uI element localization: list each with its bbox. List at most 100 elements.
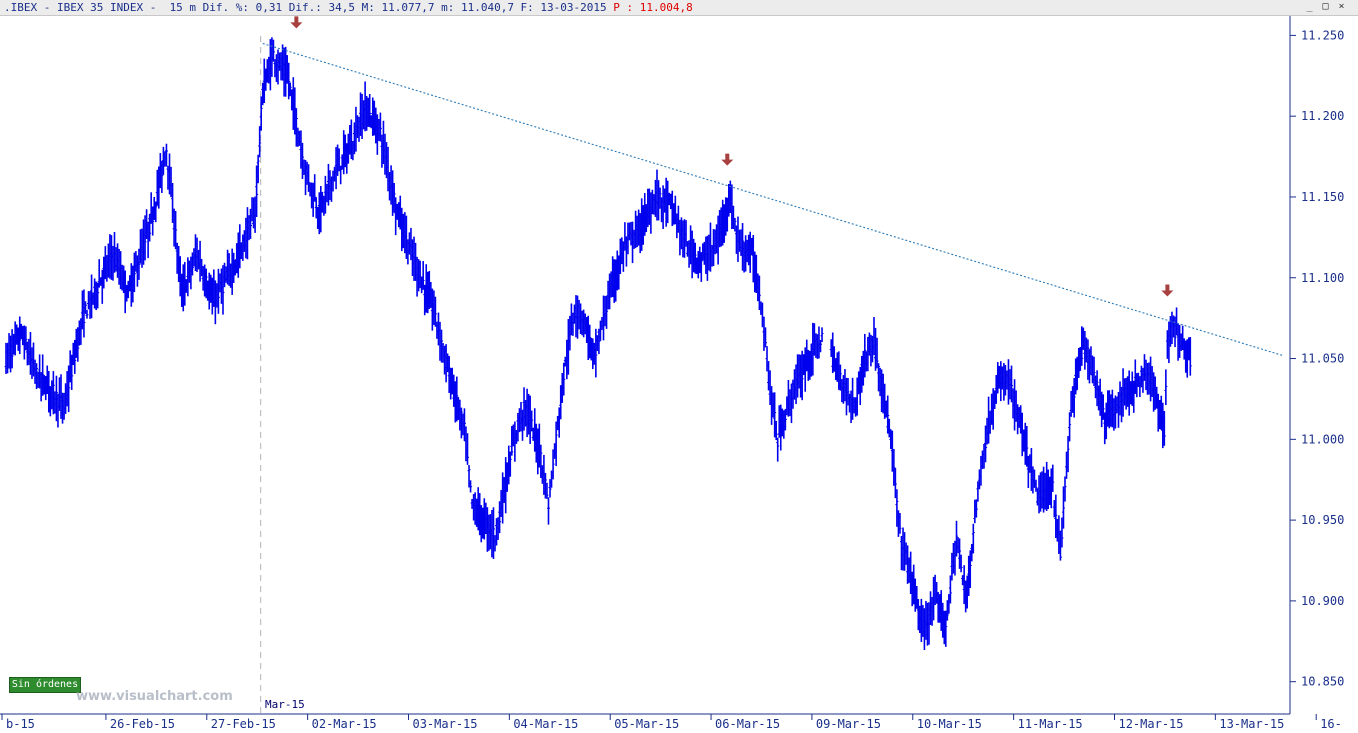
- ohlc-bar: [984, 425, 988, 463]
- ohlc-bar: [440, 329, 444, 363]
- ohlc-bar: [658, 187, 662, 209]
- ohlc-bar: [143, 215, 147, 261]
- ohlc-bar: [846, 378, 850, 406]
- status-badge[interactable]: Sin órdenes: [9, 677, 81, 693]
- ohlc-bar: [1061, 486, 1065, 529]
- ohlc-bar: [469, 480, 473, 493]
- ohlc-bar: [877, 363, 881, 392]
- ohlc-bar: [221, 265, 225, 315]
- ohlc-bar: [83, 301, 87, 314]
- y-tick-label: 10.950: [1301, 513, 1344, 527]
- ohlc-bar: [258, 126, 262, 158]
- ohlc-bar: [294, 108, 298, 147]
- y-tick-label: 11.100: [1301, 271, 1344, 285]
- ohlc-bar: [190, 252, 194, 276]
- ohlc-bar: [392, 183, 396, 213]
- ohlc-bar: [1054, 494, 1058, 538]
- ohlc-bar: [1092, 356, 1096, 386]
- ohlc-bar: [459, 407, 463, 439]
- ohlc-bar: [774, 420, 778, 441]
- ohlc-bar: [887, 418, 891, 438]
- maximize-button[interactable]: □: [1322, 1, 1329, 12]
- ohlc-bar: [543, 472, 547, 499]
- ohlc-bar: [1095, 370, 1099, 407]
- ohlc-bar: [968, 550, 972, 588]
- ohlc-bar: [510, 426, 514, 456]
- ohlc-bar: [498, 501, 502, 534]
- x-tick-label: 02-Mar-15: [312, 717, 377, 731]
- ohlc-bar: [1051, 464, 1055, 492]
- ohlc-bar: [945, 600, 949, 621]
- ohlc-bar: [148, 213, 152, 242]
- ohlc-bar: [249, 208, 253, 239]
- x-tick-label: 27-Feb-15: [211, 717, 276, 731]
- ohlc-bar: [1025, 426, 1029, 467]
- ohlc-bar: [137, 248, 141, 280]
- ohlc-bar: [1060, 517, 1064, 548]
- header-text: .IBEX - IBEX 35 INDEX - 15 m Dif. %: 0,3…: [4, 1, 614, 14]
- minimize-button[interactable]: _: [1306, 1, 1313, 12]
- ohlc-bar: [368, 94, 372, 128]
- ohlc-bar: [467, 465, 471, 488]
- ohlc-bar: [955, 520, 959, 557]
- ohlc-bar: [259, 96, 263, 131]
- ohlc-bar: [73, 339, 77, 374]
- ohlc-bar: [300, 142, 304, 180]
- ohlc-bar: [958, 538, 962, 569]
- ohlc-bar: [783, 409, 787, 431]
- ohlc-bar: [875, 337, 879, 369]
- ohlc-bar: [160, 160, 164, 193]
- chart-header: .IBEX - IBEX 35 INDEX - 15 m Dif. %: 0,3…: [4, 1, 693, 14]
- ohlc-bar: [85, 309, 89, 319]
- x-tick-label: 03-Mar-15: [412, 717, 477, 731]
- ohlc-bar: [462, 408, 466, 441]
- down-arrow-icon: [1161, 284, 1174, 297]
- ohlc-bar: [562, 362, 566, 396]
- ohlc-bar: [588, 324, 592, 359]
- ohlc-bar: [51, 371, 55, 415]
- ohlc-bar: [287, 62, 291, 100]
- ohlc-bar: [950, 552, 954, 581]
- x-tick-label: 09-Mar-15: [816, 717, 881, 731]
- ohlc-bar: [551, 449, 555, 480]
- ohlc-bar: [271, 39, 275, 62]
- ohlc-bar: [378, 112, 382, 142]
- annotations: [262, 16, 1283, 356]
- x-tick-label: 16-: [1320, 717, 1342, 731]
- ohlc-bar: [539, 444, 543, 478]
- y-tick-label: 11.250: [1301, 28, 1344, 42]
- ohlc-bar: [1010, 365, 1014, 403]
- ohlc-bar: [82, 289, 86, 338]
- price-chart[interactable]: 10.850 10.900 10.950 11.000 11.050 11.100 11.1…: [0, 16, 1358, 733]
- ohlc-bars: [4, 37, 1192, 650]
- x-tick-label: 13-Mar-15: [1219, 717, 1284, 731]
- close-button[interactable]: ×: [1338, 1, 1345, 12]
- ohlc-bar: [1072, 378, 1076, 418]
- ohlc-bar: [154, 201, 158, 223]
- watermark: www.visualchart.com: [76, 689, 233, 704]
- ohlc-bar: [433, 296, 437, 327]
- ohlc-bar: [763, 327, 767, 348]
- x-tick-label: 10-Mar-15: [917, 717, 982, 731]
- y-tick-label: 10.850: [1301, 675, 1344, 689]
- title-bar: .IBEX - IBEX 35 INDEX - 15 m Dif. %: 0,3…: [0, 0, 1358, 16]
- x-tick-label: 26-Feb-15: [110, 717, 175, 731]
- x-tick-label: b-15: [6, 717, 35, 731]
- ohlc-bar: [35, 363, 39, 390]
- ohlc-bar: [421, 261, 425, 290]
- ohlc-bar: [1173, 316, 1177, 348]
- x-tick-label: 06-Mar-15: [715, 717, 780, 731]
- ohlc-bar: [70, 354, 74, 390]
- y-tick-label: 11.000: [1301, 432, 1344, 446]
- ohlc-bar: [693, 242, 697, 274]
- x-tick-label: 05-Mar-15: [614, 717, 679, 731]
- ohlc-bar: [838, 364, 842, 391]
- ohlc-bar: [204, 268, 208, 299]
- ohlc-bar: [1164, 369, 1168, 406]
- ohlc-bar: [41, 354, 45, 396]
- ohlc-bar: [24, 326, 28, 351]
- ohlc-bar: [455, 376, 459, 422]
- y-tick-label: 11.200: [1301, 109, 1344, 123]
- ohlc-bar: [1101, 394, 1105, 420]
- ohlc-bar: [1058, 530, 1062, 561]
